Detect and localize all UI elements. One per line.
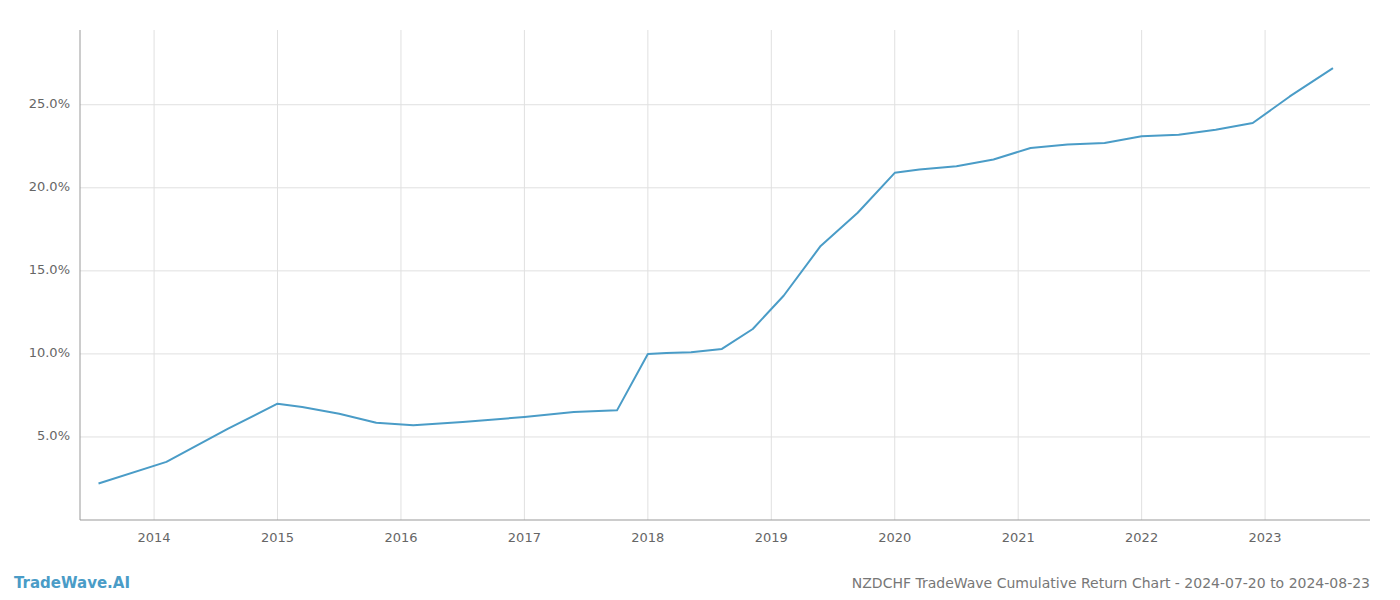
chart: 5.0% 10.0% 15.0% 20.0% 25.0% 2014 2015 2016 2017…	[0, 0, 1400, 600]
series	[99, 68, 1333, 483]
x-grid-line	[400, 30, 401, 520]
y-grid-line	[80, 436, 1370, 437]
x-tick-label: 2015	[261, 530, 294, 545]
x-grid-line	[1265, 30, 1266, 520]
line	[99, 68, 1333, 483]
y-tick-label: 25.0%	[29, 96, 70, 111]
axes: 5.0% 10.0% 15.0% 20.0% 25.0% 2014 2015 2016 2017…	[29, 30, 1370, 545]
x-tick-label: 2017	[508, 530, 541, 545]
y-axis-line	[80, 30, 81, 520]
y-tick-label: 10.0%	[29, 345, 70, 360]
y-tick-label: 15.0%	[29, 262, 70, 277]
x-tick-label: 2023	[1249, 530, 1282, 545]
y-grid-line	[80, 353, 1370, 354]
x-grid-line	[1141, 30, 1142, 520]
chart-container: 5.0% 10.0% 15.0% 20.0% 25.0% 2014 2015 2016 2017…	[0, 0, 1400, 600]
x-tick-label: 2020	[878, 530, 911, 545]
x-tick-label: 2018	[631, 530, 664, 545]
x-grid-line	[277, 30, 278, 520]
x-tick-label: 2021	[1002, 530, 1035, 545]
x-grid-line	[154, 30, 155, 520]
x-grid-line	[894, 30, 895, 520]
x-tick-label: 2014	[138, 530, 171, 545]
x-grid-line	[647, 30, 648, 520]
x-grid-line	[524, 30, 525, 520]
watermark: TradeWave.AI	[14, 574, 130, 592]
title: NZDCHF TradeWave Cumulative Return Chart…	[852, 575, 1370, 591]
grid	[80, 30, 1370, 520]
x-tick-label: 2019	[755, 530, 788, 545]
y-grid-line	[80, 104, 1370, 105]
x-tick-label: 2022	[1125, 530, 1158, 545]
y-grid-line	[80, 187, 1370, 188]
x-grid-line	[1018, 30, 1019, 520]
y-grid-line	[80, 270, 1370, 271]
y-tick-label: 5.0%	[37, 428, 70, 443]
y-tick-label: 20.0%	[29, 179, 70, 194]
x-axis-line	[80, 520, 1370, 521]
x-tick-label: 2016	[384, 530, 417, 545]
x-grid-line	[771, 30, 772, 520]
